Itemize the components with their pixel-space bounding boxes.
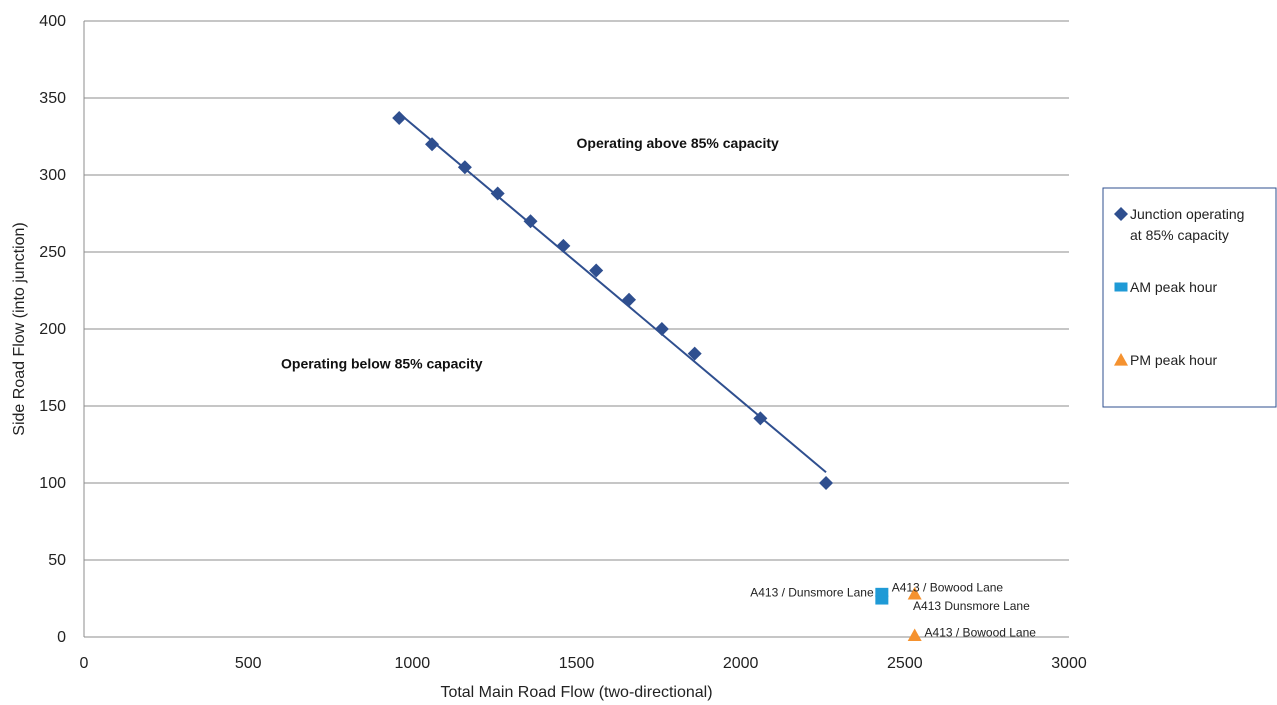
trendline xyxy=(398,112,827,473)
legend: Junction operating at 85% capacity AM peak… xyxy=(1102,187,1277,408)
annotations: Operating above 85% capacity Operating be… xyxy=(281,135,1036,639)
y-tick-label: 50 xyxy=(48,552,66,569)
legend-label: at 85% capacity xyxy=(1130,227,1229,243)
legend-label: PM peak hour xyxy=(1130,352,1217,368)
legend-label: Junction operating xyxy=(1130,206,1244,222)
region-label: Operating below 85% capacity xyxy=(281,355,483,371)
capacity-point xyxy=(425,137,440,152)
region-label: Operating above 85% capacity xyxy=(577,135,780,151)
capacity-point xyxy=(556,238,571,253)
x-tick-label: 2000 xyxy=(723,655,759,672)
capacity-point xyxy=(654,322,669,336)
capacity-point xyxy=(523,214,538,229)
point-label: A413 / Bowood Lane xyxy=(892,581,1004,595)
point-label: A413 Dunsmore Lane xyxy=(913,599,1030,613)
x-tick-label: 1500 xyxy=(559,655,595,672)
x-tick-label: 2500 xyxy=(887,655,923,672)
x-tick-labels: 0 500 1000 1500 2000 2500 3000 xyxy=(80,655,1087,672)
point-label: A413 / Dunsmore Lane xyxy=(750,585,874,599)
data-marks xyxy=(392,111,922,642)
am-peak-point xyxy=(875,595,889,605)
y-tick-label: 300 xyxy=(39,167,66,184)
x-tick-label: 3000 xyxy=(1051,655,1087,672)
point-label: A413 / Bowood Lane xyxy=(925,625,1037,639)
legend-box xyxy=(1102,187,1277,408)
axes xyxy=(83,21,1069,638)
x-tick-label: 1000 xyxy=(395,655,431,672)
y-tick-label: 400 xyxy=(39,13,66,30)
am-peak-point xyxy=(875,587,889,597)
y-tick-label: 200 xyxy=(39,321,66,338)
trendline-group xyxy=(398,112,827,473)
capacity-point xyxy=(753,411,768,426)
legend-marker xyxy=(1114,282,1128,292)
capacity-point xyxy=(457,160,472,175)
y-tick-label: 0 xyxy=(57,629,66,646)
y-tick-label: 350 xyxy=(39,90,66,107)
y-axis-title: Side Road Flow (into junction) xyxy=(11,222,28,435)
y-tick-labels: 0 50 100 150 200 250 300 350 400 xyxy=(39,13,66,646)
y-tick-label: 150 xyxy=(39,398,66,415)
y-tick-label: 100 xyxy=(39,475,66,492)
capacity-point xyxy=(622,292,637,307)
x-axis-title: Total Main Road Flow (two-directional) xyxy=(440,684,712,701)
capacity-point xyxy=(687,346,702,361)
x-tick-label: 0 xyxy=(80,655,89,672)
x-tick-label: 500 xyxy=(235,655,262,672)
capacity-point xyxy=(589,263,604,278)
pm-peak-point xyxy=(907,628,922,642)
legend-marker xyxy=(1114,207,1128,221)
capacity-point xyxy=(392,111,407,126)
y-tick-label: 250 xyxy=(39,244,66,261)
pm-peak-point xyxy=(907,586,922,600)
legend-label: AM peak hour xyxy=(1130,279,1217,295)
capacity-point xyxy=(819,476,834,490)
capacity-point xyxy=(490,186,505,201)
legend-marker xyxy=(1114,353,1128,366)
gridlines xyxy=(84,20,1069,561)
